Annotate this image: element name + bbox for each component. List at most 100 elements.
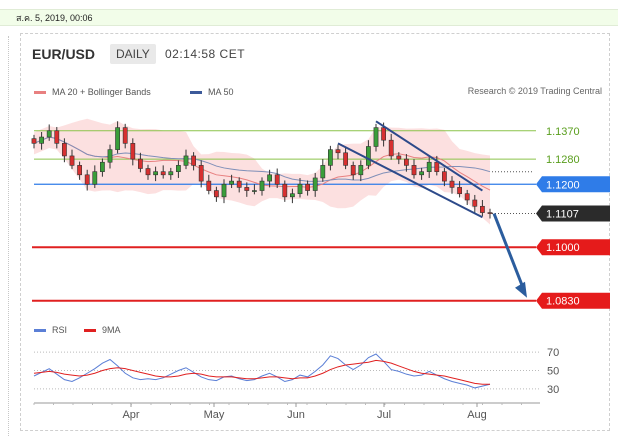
credit-text: Research © 2019 Trading Central	[467, 86, 602, 96]
candle-body-12	[122, 127, 128, 144]
candle-body-32	[274, 174, 280, 185]
candle-body-46	[381, 127, 386, 141]
candle-body-1	[39, 136, 44, 144]
level-tag-2	[536, 176, 610, 193]
candle-body-26	[229, 180, 234, 185]
candle-body-15	[145, 168, 151, 176]
candle-body-31	[267, 174, 272, 182]
x-tick-label-0: Apr	[122, 409, 139, 421]
candle-body-25	[221, 183, 227, 198]
date-text: ส.ค. 5, 2019, 00:06	[16, 13, 93, 23]
legend-ma20-label: MA 20 + Bollinger Bands	[52, 87, 151, 97]
candle-body-27	[236, 180, 242, 188]
level-label-0: 1.1370	[546, 126, 580, 138]
level-tag-5	[536, 292, 610, 309]
candle-body-30	[259, 180, 265, 191]
legend-ma50-swatch	[190, 90, 202, 94]
projection-arrow-head	[515, 281, 527, 298]
candle-body-56	[457, 187, 462, 194]
candle-body-23	[206, 180, 212, 191]
candle-body-0	[31, 138, 37, 144]
candle-body-35	[297, 183, 303, 194]
candle-body-5	[69, 155, 75, 166]
level-label-2: 1.1200	[546, 179, 580, 191]
candle-body-16	[153, 171, 158, 176]
legend-9ma-label: 9MA	[102, 325, 121, 335]
candle-body-4	[62, 143, 67, 157]
candle-body-38	[320, 165, 326, 179]
candle-body-54	[442, 171, 447, 182]
projection-arrow-shaft	[492, 212, 525, 289]
legend-ma50: MA 50	[190, 86, 234, 98]
legend-rsi: RSI	[34, 324, 67, 336]
x-tick-label-2: Jun	[287, 409, 305, 421]
candle-body-20	[183, 155, 189, 166]
candle-body-58	[472, 199, 478, 207]
candle-body-39	[328, 149, 333, 166]
legend-ma50-label: MA 50	[208, 87, 234, 97]
candle-body-24	[214, 190, 219, 198]
candle-body-18	[168, 171, 174, 176]
candle-body-42	[350, 165, 356, 176]
trend-channel-upper	[375, 120, 483, 192]
candle-body-49	[404, 158, 409, 166]
x-tick-label-1: May	[204, 409, 225, 421]
candle-body-6	[77, 165, 82, 176]
candle-body-52	[426, 161, 432, 172]
candle-body-55	[449, 180, 455, 188]
legend-ma20: MA 20 + Bollinger Bands	[34, 86, 151, 98]
candle-body-43	[358, 165, 364, 176]
candle-body-53	[434, 161, 440, 172]
x-tick-label-3: Jul	[377, 409, 391, 421]
candle-body-13	[130, 143, 136, 160]
candle-body-48	[396, 155, 402, 160]
candle-body-40	[335, 149, 341, 154]
trend-channel-lower	[337, 142, 483, 219]
legend-9ma-swatch	[84, 328, 96, 332]
candle-body-2	[46, 130, 52, 138]
level-tag-4	[536, 239, 610, 256]
candle-body-45	[373, 127, 379, 147]
candle-body-44	[366, 146, 371, 166]
candle-body-21	[191, 155, 196, 166]
rsi-tick-2: 30	[547, 384, 559, 396]
candle-body-57	[464, 193, 470, 201]
legend-ma20-swatch	[34, 90, 46, 94]
time-label: 02:14:58 CET	[165, 47, 246, 61]
candle-body-14	[138, 158, 143, 169]
candle-body-60	[487, 212, 493, 214]
candle-body-50	[411, 165, 417, 176]
candle-body-59	[480, 205, 485, 213]
candle-body-19	[176, 165, 181, 172]
level-label-3: 1.1107	[546, 209, 579, 221]
left-divider	[8, 36, 9, 436]
level-label-1: 1.1280	[546, 154, 580, 166]
candle-body-3	[54, 130, 60, 144]
legend-rsi-label: RSI	[52, 325, 68, 335]
candle-body-11	[115, 127, 120, 150]
legend-9ma: 9MA	[84, 324, 121, 336]
candle-body-9	[100, 161, 105, 172]
candle-body-37	[312, 177, 318, 191]
candle-body-29	[252, 190, 257, 192]
candle-body-7	[84, 174, 90, 185]
rsi-tick-0: 70	[547, 347, 559, 359]
candle-body-22	[198, 165, 204, 182]
level-label-5: 1.0830	[546, 296, 580, 308]
candle-body-47	[388, 139, 394, 157]
candle-body-17	[160, 171, 166, 176]
level-tag-3	[536, 205, 610, 222]
candle-body-41	[343, 152, 348, 166]
symbol-label: EUR/USD	[32, 46, 96, 62]
date-bar: ส.ค. 5, 2019, 00:06	[0, 9, 618, 26]
legend-rsi-swatch	[34, 328, 46, 332]
candle-body-10	[107, 149, 113, 163]
candle-body-51	[419, 171, 424, 176]
candle-body-33	[282, 183, 288, 198]
rsi-series-rsi	[33, 353, 491, 389]
candle-body-28	[244, 187, 250, 191]
candle-body-34	[290, 193, 295, 198]
candle-body-36	[305, 183, 310, 191]
timeframe-badge[interactable]: DAILY	[110, 44, 156, 64]
candle-body-8	[92, 171, 98, 185]
